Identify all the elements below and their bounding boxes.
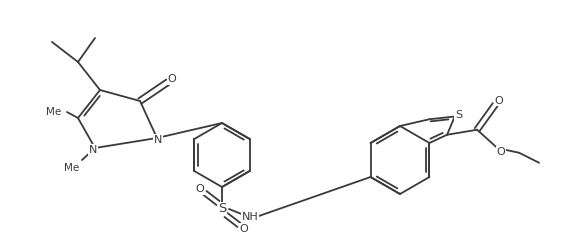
Text: Me: Me — [64, 163, 80, 173]
Text: NH: NH — [241, 212, 258, 222]
Text: O: O — [495, 96, 503, 106]
Text: O: O — [195, 184, 204, 194]
Text: O: O — [496, 147, 506, 157]
Text: S: S — [218, 203, 226, 215]
Text: O: O — [168, 74, 177, 84]
Text: Me: Me — [47, 107, 61, 117]
Text: N: N — [154, 135, 162, 145]
Text: S: S — [455, 110, 462, 119]
Text: N: N — [89, 145, 97, 155]
Text: O: O — [240, 224, 248, 234]
